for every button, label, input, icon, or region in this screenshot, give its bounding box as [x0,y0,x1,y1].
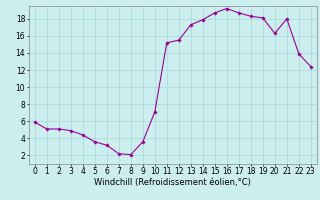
X-axis label: Windchill (Refroidissement éolien,°C): Windchill (Refroidissement éolien,°C) [94,178,251,187]
